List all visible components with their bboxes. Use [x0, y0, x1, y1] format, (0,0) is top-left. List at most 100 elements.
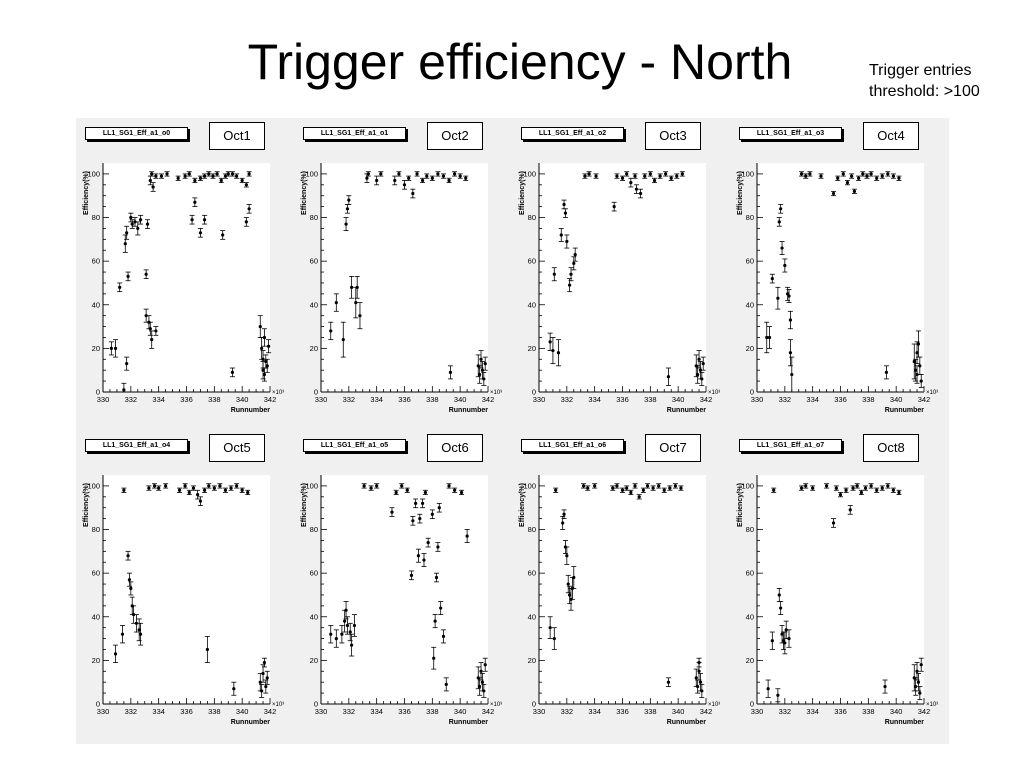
data-point	[122, 488, 126, 492]
data-point	[869, 484, 873, 488]
y-tick-label: 80	[528, 525, 536, 534]
y-axis-title: Efficiency(%)	[301, 483, 308, 527]
data-point	[548, 340, 552, 344]
data-point	[784, 628, 788, 632]
data-point	[436, 545, 440, 549]
data-point	[572, 575, 576, 580]
data-point	[205, 647, 209, 652]
y-tick-label: 0	[96, 700, 100, 709]
data-point	[215, 172, 219, 176]
data-point	[552, 272, 556, 276]
data-point	[834, 486, 838, 490]
data-point	[176, 176, 180, 180]
y-tick-label: 20	[92, 344, 100, 353]
x-tick-label: 332	[561, 707, 574, 716]
data-point	[845, 181, 850, 185]
data-point	[780, 246, 784, 250]
x-tick-label: 342	[918, 395, 931, 404]
data-point	[138, 218, 143, 222]
data-point	[483, 663, 487, 667]
page-title: Trigger efficiency - North	[247, 34, 793, 90]
data-point	[914, 684, 918, 689]
x-tick-label: 330	[751, 395, 764, 404]
data-point	[109, 346, 113, 350]
x-tick-label: 336	[398, 395, 411, 404]
data-point	[260, 346, 264, 350]
data-point	[198, 231, 203, 235]
y-tick-label: 20	[310, 344, 318, 353]
data-point	[459, 490, 464, 495]
data-point	[799, 486, 804, 490]
data-point	[777, 593, 781, 597]
data-point	[581, 484, 586, 488]
x-tick-label: 330	[97, 395, 110, 404]
data-point	[697, 357, 701, 361]
x-axis-multiplier: ×10³	[926, 702, 938, 708]
data-point	[212, 486, 216, 490]
data-point	[770, 639, 774, 643]
data-point	[232, 687, 236, 691]
plot-panel-oct3: 330 332 334 336 338 340 342 0 20 40 60 80 100 Runnumb…	[512, 118, 732, 432]
data-point	[154, 329, 158, 333]
data-point	[916, 680, 921, 684]
data-point	[863, 486, 868, 490]
data-point	[615, 174, 619, 178]
data-point	[787, 294, 791, 298]
x-tick-label: 338	[426, 707, 439, 716]
histogram-name-box: LL1_SG1_Eff_a1_o7	[739, 439, 842, 452]
data-point	[568, 593, 572, 597]
data-point	[483, 362, 487, 366]
data-point	[779, 207, 783, 211]
data-point	[379, 172, 383, 176]
data-point	[643, 174, 647, 178]
x-tick-label: 338	[644, 395, 657, 404]
data-point	[165, 172, 169, 176]
data-point	[765, 335, 769, 340]
data-point	[223, 174, 228, 178]
data-point	[202, 174, 207, 178]
data-point	[480, 680, 485, 684]
data-point	[700, 689, 704, 693]
data-point	[164, 484, 168, 488]
x-axis-multiplier: ×10³	[490, 390, 502, 396]
data-point	[629, 490, 633, 495]
x-tick-label: 340	[672, 707, 685, 716]
data-point	[113, 346, 118, 350]
y-tick-label: 60	[92, 257, 100, 266]
data-point	[230, 172, 235, 176]
octant-label: Oct3	[645, 122, 701, 150]
data-point	[780, 632, 784, 636]
data-point	[565, 239, 569, 244]
data-point	[767, 335, 772, 340]
data-point	[334, 300, 338, 305]
data-point	[701, 362, 705, 366]
octant-label: Oct2	[427, 122, 483, 150]
x-tick-label: 338	[644, 707, 657, 716]
data-point	[345, 207, 350, 211]
data-point	[788, 318, 792, 322]
data-point	[125, 362, 129, 366]
data-point	[425, 174, 429, 178]
data-point	[262, 372, 267, 377]
x-axis-title: Runnumber	[231, 719, 271, 726]
data-point	[850, 174, 854, 178]
y-tick-label: 60	[92, 569, 100, 578]
x-axis-multiplier: ×10³	[708, 702, 720, 708]
y-tick-label: 80	[746, 525, 754, 534]
data-point	[831, 191, 836, 196]
y-axis-title: Efficiency(%)	[519, 171, 526, 215]
data-point	[365, 176, 369, 180]
data-point	[150, 172, 154, 176]
x-tick-label: 342	[700, 707, 713, 716]
data-point	[698, 368, 703, 372]
data-point	[562, 512, 566, 516]
data-point	[207, 484, 211, 488]
data-point	[211, 174, 215, 178]
data-point	[566, 582, 570, 586]
data-point	[229, 486, 233, 490]
data-point	[915, 351, 919, 355]
data-point	[552, 636, 556, 641]
y-tick-label: 80	[92, 213, 100, 222]
data-point	[394, 490, 398, 495]
data-point	[658, 174, 662, 178]
